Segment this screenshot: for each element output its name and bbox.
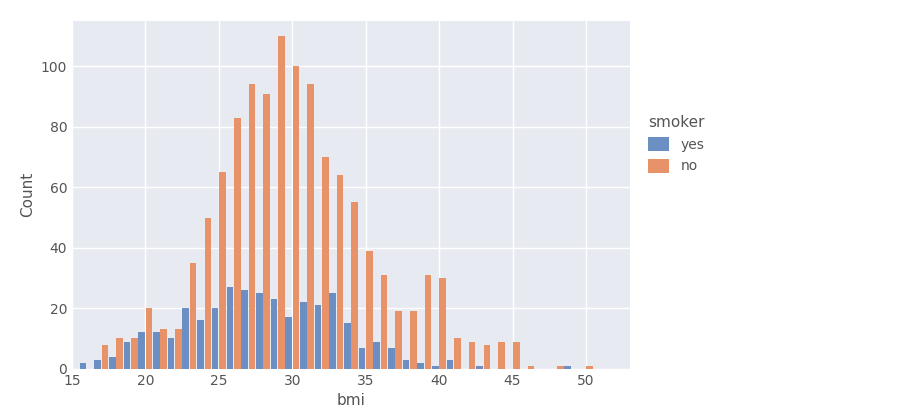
Bar xyxy=(241,290,248,369)
Bar xyxy=(418,363,424,369)
Bar xyxy=(351,202,358,369)
Bar xyxy=(344,323,351,369)
Bar xyxy=(102,344,108,369)
Bar xyxy=(527,366,535,369)
Bar xyxy=(94,360,101,369)
Bar xyxy=(167,339,175,369)
Bar xyxy=(476,366,482,369)
Bar xyxy=(499,341,505,369)
Bar xyxy=(366,251,373,369)
Bar xyxy=(160,329,167,369)
Bar xyxy=(374,341,380,369)
Bar xyxy=(183,308,189,369)
Bar xyxy=(388,347,395,369)
Bar xyxy=(234,118,240,369)
Bar xyxy=(557,366,563,369)
Bar xyxy=(153,332,159,369)
X-axis label: bmi: bmi xyxy=(337,393,365,408)
Bar xyxy=(564,366,571,369)
Bar xyxy=(204,217,212,369)
Bar xyxy=(446,360,454,369)
Y-axis label: Count: Count xyxy=(20,172,35,217)
Bar xyxy=(212,308,219,369)
Bar xyxy=(300,302,307,369)
Bar xyxy=(220,172,226,369)
Bar xyxy=(469,341,475,369)
Bar xyxy=(307,85,314,369)
Bar xyxy=(285,317,292,369)
Bar xyxy=(264,93,270,369)
Bar xyxy=(513,341,519,369)
Bar xyxy=(190,263,196,369)
Bar xyxy=(278,36,284,369)
Bar xyxy=(315,305,321,369)
Legend: yes, no: yes, no xyxy=(648,115,705,173)
Bar xyxy=(227,287,233,369)
Bar xyxy=(146,308,152,369)
Bar xyxy=(256,293,263,369)
Bar xyxy=(80,363,86,369)
Bar xyxy=(131,339,138,369)
Bar xyxy=(403,360,410,369)
Bar xyxy=(395,311,402,369)
Bar xyxy=(292,66,299,369)
Bar xyxy=(322,157,328,369)
Bar xyxy=(116,339,123,369)
Bar xyxy=(381,275,387,369)
Bar xyxy=(454,339,461,369)
Bar xyxy=(359,347,365,369)
Bar xyxy=(248,85,256,369)
Bar xyxy=(109,357,116,369)
Bar xyxy=(329,293,336,369)
Bar xyxy=(432,366,438,369)
Bar xyxy=(483,344,490,369)
Bar xyxy=(337,175,343,369)
Bar xyxy=(176,329,182,369)
Bar xyxy=(271,299,277,369)
Bar xyxy=(586,366,593,369)
Bar xyxy=(425,275,431,369)
Bar xyxy=(197,321,203,369)
Bar xyxy=(410,311,417,369)
Bar xyxy=(124,341,130,369)
Bar xyxy=(139,332,145,369)
Bar xyxy=(439,278,446,369)
